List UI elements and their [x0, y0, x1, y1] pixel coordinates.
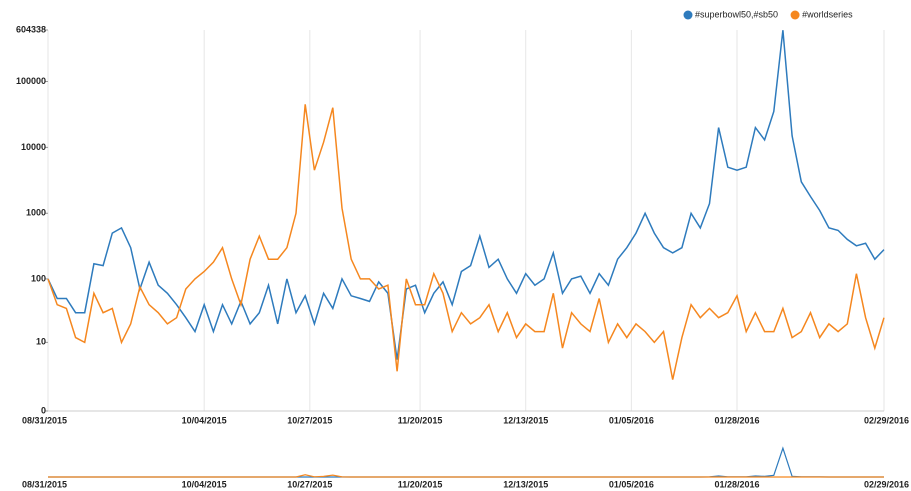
- navigator-line: [48, 474, 884, 478]
- x-tick-label: 01/28/2016: [714, 415, 759, 425]
- y-tick-label: 1000: [26, 208, 46, 218]
- navigator-tick-label: 01/28/2016: [714, 479, 759, 489]
- series-line: [47, 30, 885, 360]
- navigator-tick-label: 02/29/2016: [864, 479, 909, 489]
- y-tick-label: 0: [41, 405, 46, 415]
- navigator-tick-label: 12/13/2015: [503, 479, 548, 489]
- navigator-tick-label: 10/27/2015: [287, 479, 332, 489]
- series-line: [47, 104, 885, 380]
- navigator-tick-label: 08/31/2015: [22, 479, 67, 489]
- x-tick-label: 01/05/2016: [609, 415, 654, 425]
- legend-label: #superbowl50,#sb50: [695, 9, 778, 19]
- x-tick-label: 10/04/2015: [182, 415, 227, 425]
- legend-marker: [683, 10, 693, 20]
- y-tick-label: 100: [31, 273, 46, 283]
- legend-label: #worldseries: [802, 9, 853, 19]
- legend-marker: [790, 10, 800, 20]
- navigator-tick-label: 10/04/2015: [182, 479, 227, 489]
- navigator-tick-label: 11/20/2015: [398, 479, 443, 489]
- navigator-line: [48, 446, 884, 478]
- navigator-tick-label: 01/05/2016: [609, 479, 654, 489]
- x-tick-label: 08/31/2015: [22, 415, 67, 425]
- y-tick-label: 100000: [16, 76, 46, 86]
- x-tick-label: 12/13/2015: [503, 415, 548, 425]
- y-tick-label: 10000: [21, 142, 46, 152]
- x-tick-label: 11/20/2015: [398, 415, 443, 425]
- x-tick-label: 02/29/2016: [864, 415, 909, 425]
- x-tick-label: 10/27/2015: [287, 415, 332, 425]
- y-tick-label: 604338: [16, 24, 46, 34]
- y-tick-label: 10: [36, 337, 46, 347]
